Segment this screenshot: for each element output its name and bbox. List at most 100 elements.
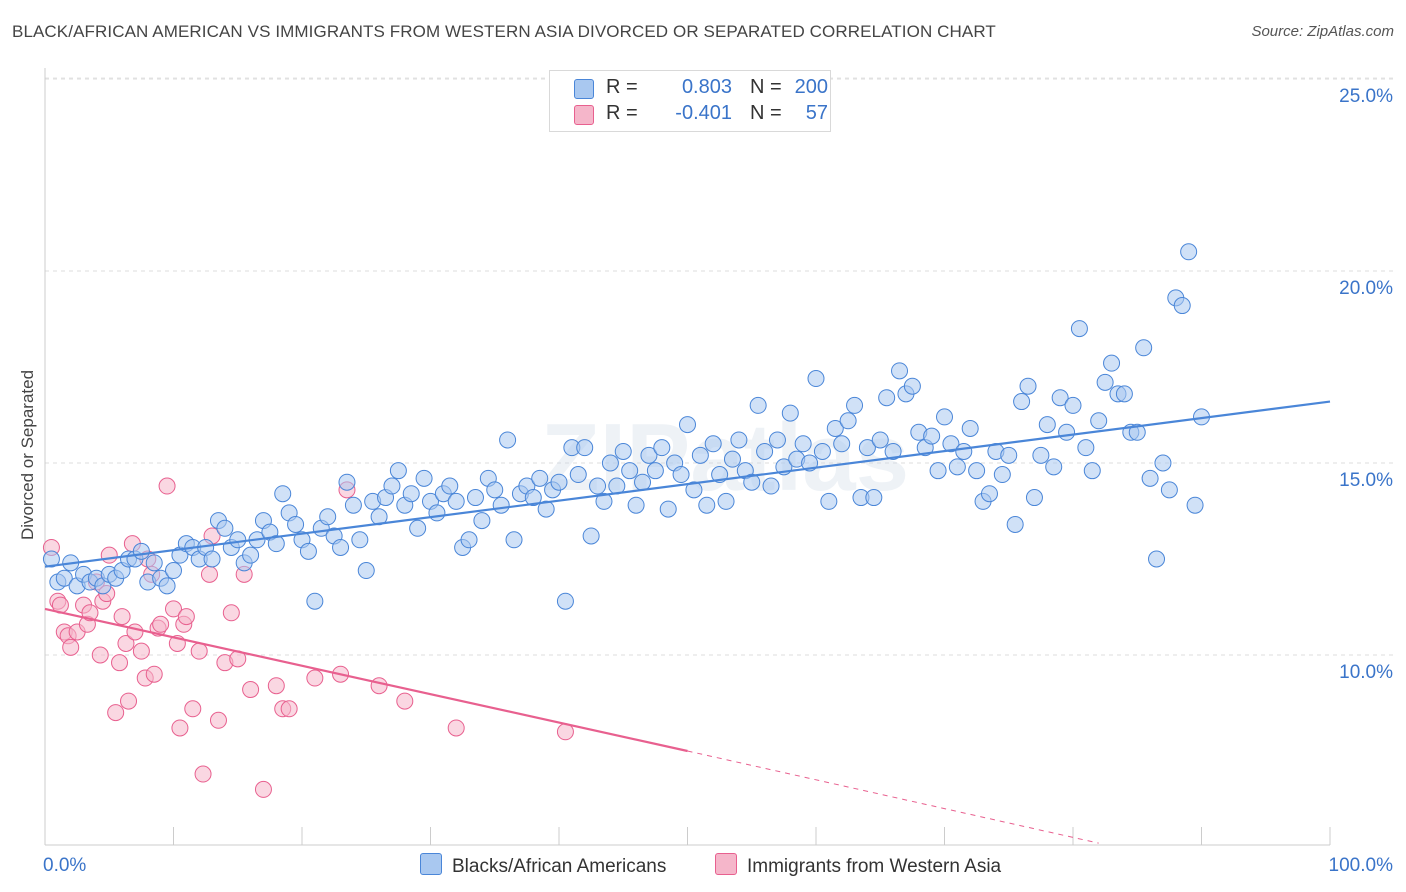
data-point [91, 646, 109, 664]
data-point [749, 396, 767, 414]
data-point [1135, 339, 1153, 357]
data-point [1173, 297, 1191, 315]
data-point [614, 442, 632, 460]
data-point [1096, 373, 1114, 391]
pink-trend-extension [687, 750, 1099, 844]
data-point [968, 462, 986, 480]
data-point [948, 458, 966, 476]
data-point [531, 469, 549, 487]
data-point [396, 692, 414, 710]
pink-swatch [715, 853, 737, 875]
data-point [1141, 469, 1159, 487]
pink-series-points [42, 477, 574, 798]
legend-n-value: 57 [805, 102, 828, 124]
blue-swatch [574, 79, 594, 99]
data-point [267, 535, 285, 553]
data-point [646, 462, 664, 480]
data-point [111, 654, 129, 672]
data-point [839, 412, 857, 430]
data-point [145, 665, 163, 683]
data-point [216, 519, 234, 537]
data-point [961, 419, 979, 437]
data-point [865, 489, 883, 507]
data-point [1000, 446, 1018, 464]
data-point [1090, 412, 1108, 430]
data-point [929, 462, 947, 480]
data-point [1077, 439, 1095, 457]
data-point [1186, 496, 1204, 514]
data-point [768, 431, 786, 449]
data-point [473, 512, 491, 530]
data-point [1148, 550, 1166, 568]
data-point [634, 473, 652, 491]
data-point [447, 492, 465, 510]
data-point [1019, 377, 1037, 395]
data-point [589, 477, 607, 495]
data-point [441, 477, 459, 495]
data-point [344, 496, 362, 514]
data-point [569, 466, 587, 484]
trend-lines [44, 400, 1331, 844]
legend-r-label: R = [606, 76, 638, 98]
data-point [306, 592, 324, 610]
legend-item-blacks[interactable]: Blacks/African Americans [420, 853, 666, 878]
data-point [299, 542, 317, 560]
data-point [280, 700, 298, 718]
data-point [55, 569, 73, 587]
data-point [177, 608, 195, 626]
data-point [550, 473, 568, 491]
data-point [499, 431, 517, 449]
data-point [537, 500, 555, 518]
data-point [62, 638, 80, 656]
x-tick-label: 100.0% [1329, 855, 1394, 876]
data-point [113, 608, 131, 626]
data-point [672, 466, 690, 484]
y-tick-label: 20.0% [1339, 278, 1393, 299]
data-point [1115, 385, 1133, 403]
source-label: Source: ZipAtlas.com [1251, 23, 1394, 40]
data-point [1032, 446, 1050, 464]
data-point [730, 431, 748, 449]
data-point [1058, 423, 1076, 441]
data-point [691, 446, 709, 464]
data-point [621, 462, 639, 480]
data-point [152, 615, 170, 633]
data-point [117, 634, 135, 652]
data-point [1128, 423, 1146, 441]
data-point [242, 546, 260, 564]
data-point [267, 677, 285, 695]
data-point [1160, 481, 1178, 499]
data-point [846, 396, 864, 414]
data-point [582, 527, 600, 545]
data-point [1154, 454, 1172, 472]
data-point [120, 692, 138, 710]
data-point [723, 450, 741, 468]
y-tick-label: 15.0% [1339, 470, 1393, 491]
data-point [107, 704, 125, 722]
tick-labels: 10.0% 15.0% 20.0% 25.0% 0.0% 100.0% [43, 86, 1393, 876]
legend-r-value: 0.803 [681, 76, 732, 98]
blue-trend-line [44, 400, 1331, 568]
data-point [194, 765, 212, 783]
data-point [1083, 462, 1101, 480]
legend-item-immigrants[interactable]: Immigrants from Western Asia [715, 853, 1001, 878]
data-point [165, 562, 182, 580]
data-point [826, 419, 844, 437]
correlation-legend: R = 0.803 N = 200 R = -0.401 N = 57 [549, 70, 831, 132]
data-point [1051, 389, 1069, 407]
data-point [833, 435, 851, 453]
pink-swatch [574, 105, 594, 125]
data-point [595, 492, 613, 510]
data-point [132, 542, 150, 560]
data-point [402, 485, 420, 503]
data-point [871, 431, 889, 449]
chart-title: BLACK/AFRICAN AMERICAN VS IMMIGRANTS FRO… [12, 22, 996, 41]
data-point [158, 477, 176, 495]
data-point [190, 642, 208, 660]
data-point [1006, 515, 1024, 533]
data-point [389, 462, 407, 480]
blue-swatch [420, 853, 442, 875]
data-point [306, 669, 324, 687]
data-point [762, 477, 780, 495]
